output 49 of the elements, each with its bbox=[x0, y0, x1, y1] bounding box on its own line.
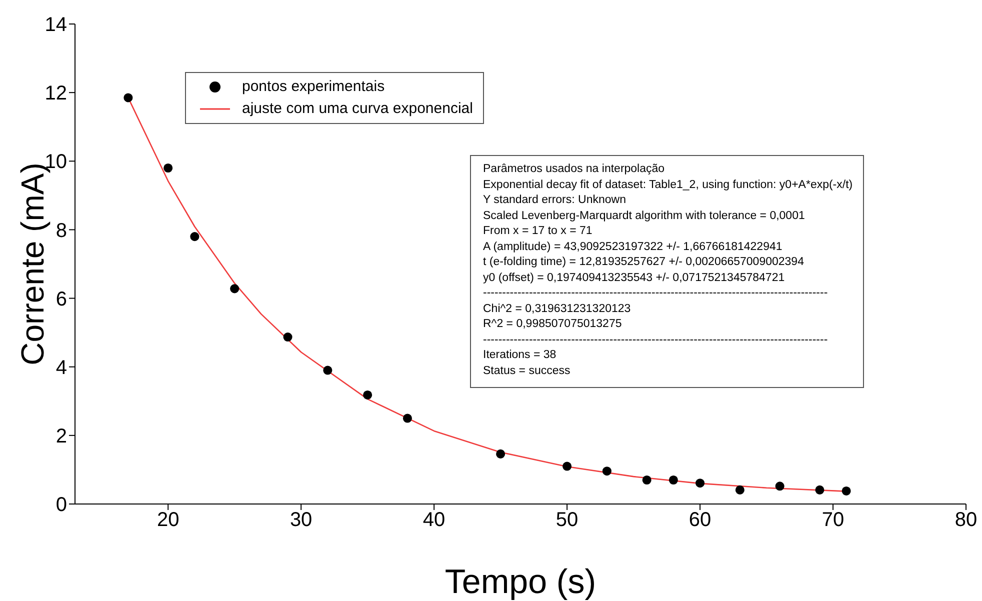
x-tick-label: 40 bbox=[422, 509, 446, 532]
legend-label: pontos experimentais bbox=[242, 77, 385, 97]
annotation: Scaled Levenberg-Marquardt algorithm with tolerance = 0,0001 bbox=[483, 208, 806, 224]
annotation: Status = success bbox=[483, 364, 572, 378]
annotation: Chi^2 = 0,319631231320123 bbox=[483, 302, 632, 316]
y-tick-label: 6 bbox=[56, 288, 67, 310]
x-tick-label: 60 bbox=[688, 509, 712, 532]
x-tick-label: 20 bbox=[156, 509, 180, 532]
point bbox=[402, 414, 412, 423]
point bbox=[496, 449, 506, 458]
x-tick-label: 70 bbox=[822, 509, 844, 532]
annotation: From x = 17 to x = 71 bbox=[483, 224, 594, 239]
y-tick-label: 12 bbox=[44, 82, 67, 105]
annotation: y0 (offset) = 0,197409413235543 +/- 0,0717521345784721 bbox=[483, 270, 786, 286]
point bbox=[815, 485, 824, 494]
point bbox=[190, 232, 200, 242]
annotation: ------------------------------------------------------------------------------------------ bbox=[483, 286, 829, 301]
y-tick-label: 4 bbox=[56, 356, 67, 379]
annotation: A (amplitude) = 43,9092523197322 +/- 1,66766181422941 bbox=[483, 240, 784, 254]
point bbox=[696, 478, 705, 488]
y-tick-label: 14 bbox=[44, 14, 67, 36]
x-axis-title: Tempo (s) bbox=[444, 563, 596, 601]
point bbox=[124, 93, 133, 102]
x-tick-label: 80 bbox=[954, 509, 978, 532]
point bbox=[323, 366, 332, 375]
point bbox=[735, 485, 744, 494]
annotation: Y standard errors: Unknown bbox=[483, 193, 627, 208]
point bbox=[842, 486, 851, 496]
point bbox=[230, 284, 240, 294]
x-tick-label: 50 bbox=[556, 509, 578, 532]
point bbox=[775, 482, 784, 491]
point bbox=[668, 475, 678, 485]
annotation: Iterations = 38 bbox=[483, 348, 558, 363]
point bbox=[562, 462, 572, 471]
annotation: ------------------------------------------------------------------------------------------ bbox=[483, 332, 829, 348]
x-tick-label: 30 bbox=[290, 509, 312, 532]
y-tick-label: 8 bbox=[56, 220, 67, 242]
annotation: Parâmetros usados na interpolação bbox=[483, 162, 666, 177]
point bbox=[602, 466, 612, 476]
point bbox=[642, 475, 652, 485]
annotation: t (e-folding time) = 12,81935257627 +/- 0,00206657009002394 bbox=[483, 255, 805, 270]
point bbox=[164, 163, 173, 173]
legend-label: ajuste com uma curva exponencial bbox=[242, 99, 473, 119]
point bbox=[283, 332, 292, 342]
annotation: Exponential decay fit of dataset: Table1_2, using function: y0+A*exp(-x/t) bbox=[483, 178, 854, 192]
point bbox=[363, 390, 372, 400]
y-tick-label: 0 bbox=[56, 494, 67, 516]
y-tick-label: 2 bbox=[56, 426, 67, 448]
annotation: R^2 = 0,998507075013275 bbox=[483, 317, 623, 332]
